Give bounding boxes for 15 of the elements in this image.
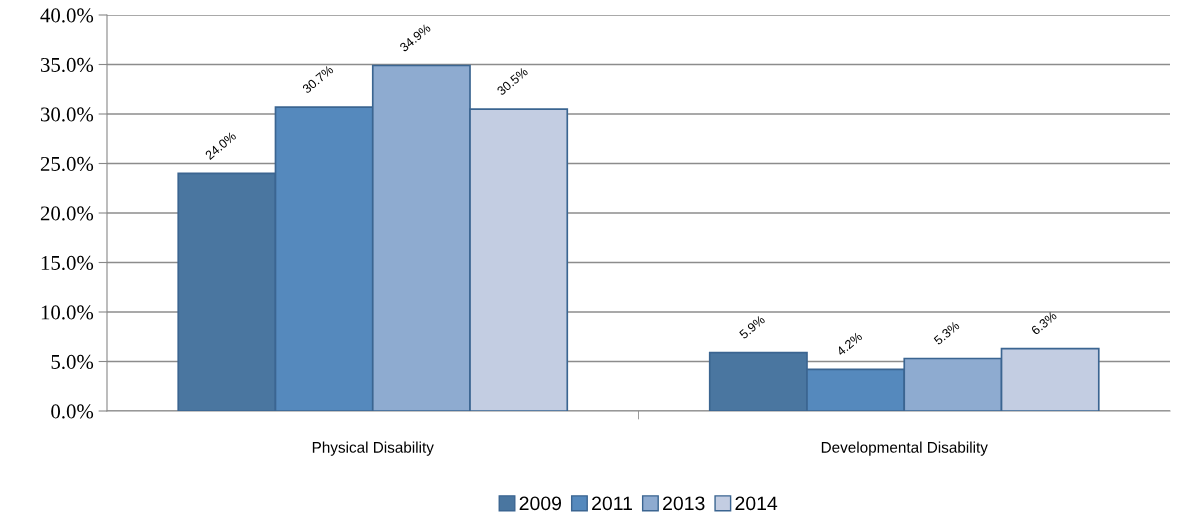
y-tick-label: 15.0% [41,255,94,271]
legend-label: 2011 [592,496,632,511]
y-tick-label: 5.0% [51,354,94,370]
y-tick-label: 10.0% [41,305,94,320]
y-tick-label: 0.0% [51,404,94,419]
y-tick-label: 40.0% [40,8,94,23]
y-tick-label: 35.0% [40,57,94,73]
legend-label: 2013 [663,496,705,511]
y-tick-label: 25.0% [40,156,94,172]
legend-label: 2009 [519,496,562,511]
y-tick-label: 30.0% [40,107,94,122]
legend-label: 2014 [735,496,778,511]
x-tick-label: Physical Disability [312,441,434,456]
y-tick-label: 20.0% [40,206,94,221]
x-tick-label: Developmental Disability [821,441,988,456]
